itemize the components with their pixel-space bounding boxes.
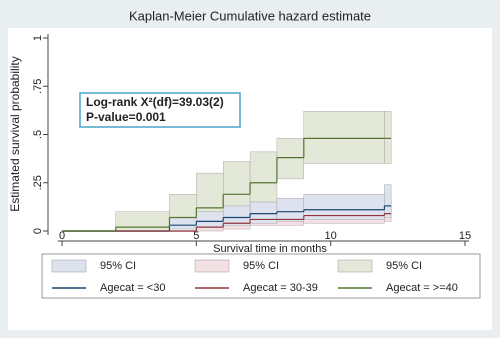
y-axis-label: Estimated survival probability xyxy=(8,56,22,211)
annotation: Log-rank X²(df)=39.03(2) xyxy=(86,95,224,109)
ci-band xyxy=(196,211,224,228)
ci-band xyxy=(169,217,197,230)
x-tick-label: 0 xyxy=(59,230,65,242)
y-tick-label: 1 xyxy=(32,35,44,41)
legend-label: Agecat = 30-39 xyxy=(243,282,318,294)
ci-band xyxy=(222,205,251,226)
ci-band xyxy=(249,201,278,224)
annotation-box xyxy=(79,92,241,128)
y-tick-label: .5 xyxy=(32,130,44,139)
ci-band xyxy=(276,197,304,222)
ci-band xyxy=(276,138,304,180)
ci-band xyxy=(303,111,385,164)
chart-title: Kaplan-Meier Cumulative hazard estimate xyxy=(129,8,371,23)
legend-box xyxy=(41,253,481,299)
legend-label: Agecat = >=40 xyxy=(386,282,458,294)
legend-label: Agecat = <30 xyxy=(100,282,165,294)
ci-band xyxy=(222,161,251,212)
x-tick-label: 5 xyxy=(193,230,199,242)
ci-band xyxy=(249,151,278,203)
legend-label: 95% CI xyxy=(100,260,136,272)
x-tick-label: 10 xyxy=(325,230,337,242)
legend-swatch xyxy=(51,259,87,273)
ci-band xyxy=(384,111,392,164)
legend-label: 95% CI xyxy=(243,260,279,272)
x-axis-label: Survival time in months xyxy=(213,243,327,255)
legend-label: 95% CI xyxy=(386,260,422,272)
y-tick-label: .25 xyxy=(32,175,44,190)
y-tick-label: 0 xyxy=(32,228,44,234)
ci-band xyxy=(115,211,170,232)
x-tick-label: 15 xyxy=(459,230,471,242)
legend-swatch xyxy=(194,259,230,273)
annotation: P-value=0.001 xyxy=(86,110,166,124)
y-tick-label: .75 xyxy=(32,79,44,94)
ci-band xyxy=(384,184,392,218)
legend-swatch xyxy=(337,259,373,273)
